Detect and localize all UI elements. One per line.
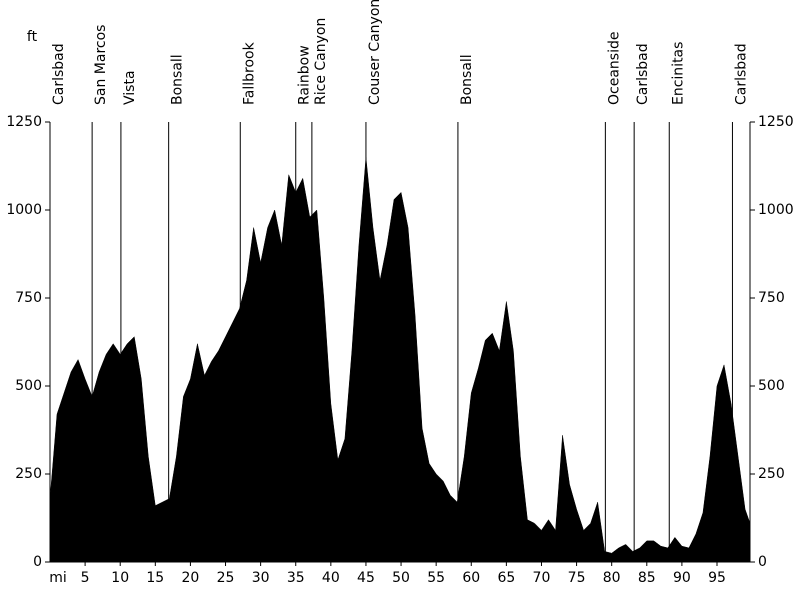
x-tick-label: 60 <box>462 570 480 586</box>
x-tick-label: 80 <box>603 570 621 586</box>
y2-tick-label: 250 <box>758 466 785 482</box>
x-tick-label: 50 <box>392 570 410 586</box>
landmark-label: Vista <box>122 70 138 105</box>
landmark-label: Fallbrook <box>241 41 257 105</box>
elevation-area <box>49 157 751 563</box>
x-tick-label: 10 <box>111 570 129 586</box>
y-tick-label: 0 <box>33 554 42 570</box>
x-tick-label: 40 <box>322 570 340 586</box>
landmark-label: Carlsbad <box>733 43 749 105</box>
x-tick-label: 30 <box>252 570 270 586</box>
landmark-label: Bonsall <box>459 54 475 105</box>
x-tick-label: 35 <box>287 570 305 586</box>
landmark-label: Bonsall <box>170 54 186 105</box>
y2-tick-label: 0 <box>758 554 767 570</box>
x-tick-label: 85 <box>638 570 656 586</box>
x-tick-label: 5 <box>81 570 90 586</box>
x-axis-label: mi <box>49 570 67 586</box>
landmark-label: Rice Canyon <box>313 18 329 105</box>
y-axis-label: ft <box>27 29 38 45</box>
y2-tick-label: 1000 <box>758 202 794 218</box>
x-tick-label: 20 <box>182 570 200 586</box>
y-tick-label: 750 <box>15 290 42 306</box>
x-tick-label: 55 <box>427 570 445 586</box>
landmark-label: Carlsbad <box>51 43 67 105</box>
x-tick-label: 65 <box>497 570 515 586</box>
y-tick-label: 1000 <box>6 202 42 218</box>
landmark-label: Oceanside <box>606 32 622 105</box>
landmark-label: Couser Canyon <box>367 0 383 105</box>
x-tick-label: 70 <box>533 570 551 586</box>
y-tick-label: 250 <box>15 466 42 482</box>
y2-tick-label: 1250 <box>758 114 794 130</box>
x-tick-label: 45 <box>357 570 375 586</box>
y-tick-label: 1250 <box>6 114 42 130</box>
landmark-label: Carlsbad <box>635 43 651 105</box>
y-tick-label: 500 <box>15 378 42 394</box>
x-tick-label: 95 <box>708 570 726 586</box>
landmark-label: Encinitas <box>670 42 686 105</box>
x-tick-label: 90 <box>673 570 691 586</box>
y2-tick-label: 750 <box>758 290 785 306</box>
x-tick-label: 15 <box>146 570 164 586</box>
y2-tick-label: 500 <box>758 378 785 394</box>
x-tick-label: 75 <box>568 570 586 586</box>
x-tick-label: 25 <box>217 570 235 586</box>
landmark-label: San Marcos <box>93 25 109 105</box>
landmark-label: Rainbow <box>297 45 313 105</box>
